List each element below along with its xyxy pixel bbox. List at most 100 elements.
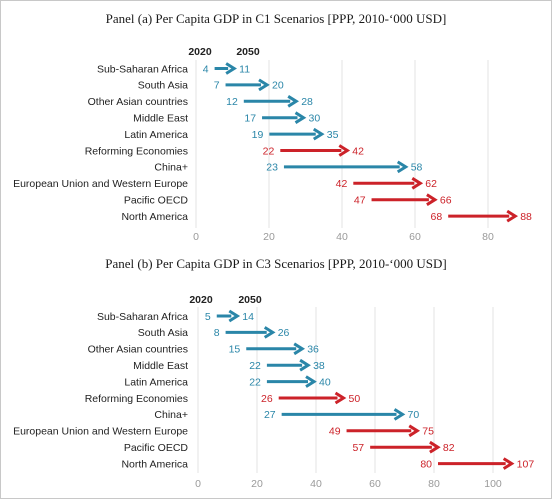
category-label: Latin America: [124, 129, 188, 141]
end-value-label: 35: [327, 129, 339, 141]
arrow-head: [506, 209, 519, 223]
start-value-label: 22: [249, 376, 261, 388]
arrow-head: [263, 326, 276, 339]
end-value-label: 40: [319, 376, 331, 388]
x-tick-label: 80: [428, 478, 440, 490]
start-value-label: 47: [354, 195, 366, 207]
category-label: South Asia: [138, 80, 188, 92]
arrow-head: [228, 309, 241, 323]
end-value-label: 66: [440, 195, 452, 207]
end-value-label: 42: [352, 145, 364, 157]
end-value-label: 36: [307, 344, 319, 356]
end-value-label: 38: [313, 360, 325, 372]
panel-a-start-year-label: 2020: [188, 46, 212, 58]
category-label: China+: [154, 409, 188, 421]
panel-b-end-year-label: 2050: [238, 294, 262, 306]
arrow-head: [334, 391, 347, 405]
arrow-head: [299, 358, 311, 372]
category-label: Reforming Economies: [85, 393, 188, 405]
category-label: South Asia: [138, 327, 188, 339]
start-value-label: 22: [249, 360, 261, 372]
panel-a-end-year-label: 2050: [236, 46, 260, 58]
start-value-label: 26: [261, 393, 273, 405]
x-tick-label: 60: [369, 478, 381, 490]
end-value-label: 30: [309, 113, 321, 125]
start-value-label: 23: [266, 162, 278, 174]
arrow-head: [426, 193, 438, 206]
x-tick-label: 20: [251, 478, 263, 490]
x-tick-label: 60: [409, 231, 421, 243]
panel-b-title: Panel (b) Per Capita GDP in C3 Scenarios…: [105, 256, 446, 271]
category-label: China+: [154, 162, 188, 174]
end-value-label: 58: [411, 162, 423, 174]
x-tick-label: 0: [195, 478, 201, 490]
start-value-label: 7: [214, 80, 220, 92]
end-value-label: 88: [520, 211, 532, 223]
end-value-label: 75: [422, 426, 434, 438]
start-value-label: 22: [263, 145, 275, 157]
category-label: Sub-Saharan Africa: [97, 311, 188, 323]
arrow-head: [393, 408, 406, 421]
category-label: Middle East: [133, 113, 188, 125]
arrow-head: [225, 62, 237, 75]
end-value-label: 70: [408, 409, 420, 421]
x-tick-label: 80: [482, 231, 494, 243]
start-value-label: 4: [203, 63, 209, 75]
arrow-head: [408, 424, 421, 438]
start-value-label: 57: [352, 442, 364, 454]
start-value-label: 27: [264, 409, 276, 421]
arrow-head: [293, 342, 306, 356]
arrow-head: [411, 177, 424, 190]
start-value-label: 49: [329, 426, 341, 438]
arrow-head: [294, 111, 307, 124]
end-value-label: 11: [239, 63, 250, 75]
end-value-label: 28: [301, 96, 313, 108]
category-label: Middle East: [133, 360, 188, 372]
arrow-head: [287, 95, 300, 108]
start-value-label: 19: [252, 129, 264, 141]
x-tick-label: 20: [263, 231, 275, 243]
category-label: Sub-Saharan Africa: [97, 63, 188, 75]
end-value-label: 50: [349, 393, 361, 405]
panel-b-start-year-label: 2020: [189, 294, 213, 306]
category-label: Other Asian countries: [88, 344, 188, 356]
panel-a-title: Panel (a) Per Capita GDP in C1 Scenarios…: [106, 11, 447, 26]
category-label: Pacific OECD: [124, 195, 189, 207]
arrow-head: [258, 78, 270, 92]
end-value-label: 82: [443, 442, 455, 454]
start-value-label: 15: [229, 344, 241, 356]
arrow-head: [312, 127, 325, 141]
start-value-label: 8: [214, 327, 220, 339]
category-label: North America: [121, 458, 188, 470]
arrow-head: [338, 144, 351, 157]
arrow-head: [396, 160, 409, 174]
start-value-label: 5: [205, 311, 211, 323]
start-value-label: 68: [431, 211, 443, 223]
start-value-label: 80: [420, 458, 432, 470]
category-label: Latin America: [124, 376, 188, 388]
category-label: North America: [121, 211, 188, 223]
category-label: European Union and Western Europe: [13, 178, 188, 190]
arrow-head: [429, 440, 441, 454]
end-value-label: 62: [425, 178, 437, 190]
arrow-head: [502, 457, 515, 470]
start-value-label: 17: [244, 113, 256, 125]
start-value-label: 12: [226, 96, 238, 108]
end-value-label: 14: [242, 311, 254, 323]
x-tick-label: 40: [336, 231, 348, 243]
panel-b: Panel (b) Per Capita GDP in C3 Scenarios…: [13, 256, 534, 490]
category-label: Other Asian countries: [88, 96, 188, 108]
start-value-label: 42: [336, 178, 348, 190]
category-label: Reforming Economies: [85, 145, 188, 157]
x-tick-label: 100: [484, 478, 502, 490]
panel-a: Panel (a) Per Capita GDP in C1 Scenarios…: [13, 11, 532, 243]
end-value-label: 107: [517, 458, 535, 470]
end-value-label: 20: [272, 80, 284, 92]
category-label: European Union and Western Europe: [13, 426, 188, 438]
x-tick-label: 0: [193, 231, 199, 243]
x-tick-label: 40: [310, 478, 322, 490]
category-label: Pacific OECD: [124, 442, 189, 454]
arrow-head: [305, 375, 317, 388]
